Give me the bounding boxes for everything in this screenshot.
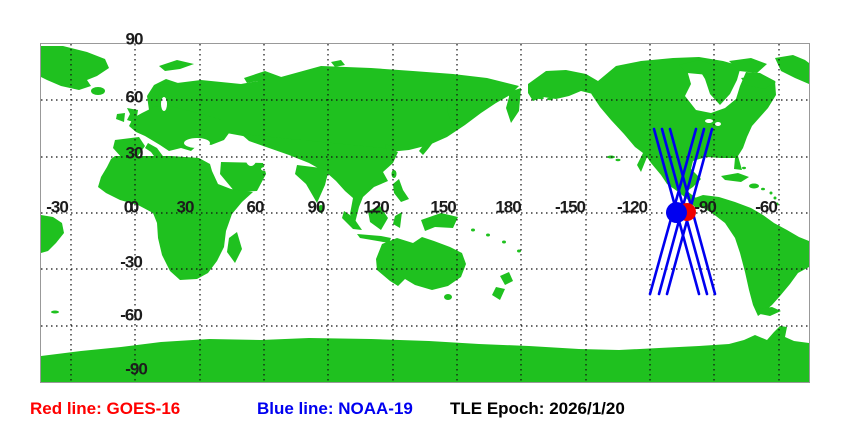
- lon-tick-label: 90: [307, 197, 326, 217]
- land-china-southeast-asia: [241, 134, 398, 223]
- lat-tick-label: 60: [125, 87, 144, 107]
- land-australia: [376, 237, 466, 290]
- land-antarctica: [41, 326, 809, 382]
- legend-red-value: GOES-16: [106, 399, 181, 418]
- land-india: [295, 165, 329, 203]
- land-iberia: [113, 137, 145, 158]
- sea-persian-gulf: [261, 167, 269, 171]
- land-arabia: [220, 162, 266, 192]
- NOAA-19-marker: [665, 201, 687, 223]
- land-kamchatka: [506, 88, 521, 123]
- land-brazil-east-wrap: [41, 215, 64, 253]
- land-antilles: [775, 202, 779, 206]
- land-south-america: [689, 195, 809, 316]
- lon-tick-label: -120: [616, 197, 648, 217]
- land-hispaniola: [749, 183, 759, 189]
- lat-tick-label: 30: [125, 143, 144, 163]
- land-ireland: [116, 113, 125, 122]
- legend-red-line: Red line: GOES-16: [30, 399, 180, 419]
- sea-great-lakes: [705, 119, 713, 123]
- land-antilles: [769, 191, 773, 195]
- legend-blue-label: Blue line:: [257, 399, 334, 418]
- land-pacific-island: [471, 228, 475, 232]
- land-arctic-island: [679, 60, 717, 75]
- land-taiwan: [391, 170, 397, 178]
- land-tierra-del-fuego: [758, 307, 781, 316]
- land-sri-lanka: [318, 205, 324, 213]
- land-arctic-island: [729, 58, 767, 73]
- land-siberia: [158, 66, 519, 153]
- land-greenland-east: [41, 46, 109, 90]
- land-puerto-rico: [761, 187, 765, 191]
- land-south-georgia: [51, 310, 59, 314]
- lat-tick-label: 0: [129, 197, 140, 217]
- sea-baltic: [161, 97, 167, 111]
- land-antilles: [773, 196, 777, 200]
- legend-blue-line: Blue line: NOAA-19: [257, 399, 413, 419]
- land-philippines: [393, 179, 409, 202]
- sea-shapes: [161, 97, 721, 171]
- land-svalbard: [159, 60, 194, 71]
- sea-caspian: [245, 146, 257, 166]
- lon-tick-label: 30: [176, 197, 195, 217]
- land-greenland-west: [775, 55, 809, 84]
- land-arctic-island: [741, 75, 776, 89]
- land-japan: [419, 121, 447, 155]
- lat-tick-label: 90: [125, 29, 144, 49]
- sea-black-sea: [184, 138, 210, 148]
- land-pacific-island: [517, 249, 521, 253]
- lon-tick-label: 150: [430, 197, 456, 217]
- legend-red-label: Red line:: [30, 399, 102, 418]
- land-sulawesi: [393, 212, 402, 228]
- legend-blue-value: NOAA-19: [338, 399, 413, 418]
- legend-tle-epoch: TLE Epoch: 2026/1/20: [450, 399, 625, 419]
- lon-tick-label: 180: [495, 197, 521, 217]
- land-new-zealand-south: [492, 287, 505, 300]
- land-pacific-island: [502, 240, 506, 244]
- lon-tick-label: -30: [46, 197, 69, 217]
- lon-tick-label: -60: [755, 197, 778, 217]
- land-alaska: [528, 70, 601, 101]
- grid-lines: [41, 44, 809, 382]
- world-map-svg: [41, 44, 809, 382]
- land-sakhalin: [447, 95, 457, 125]
- lat-tick-label: -60: [120, 305, 143, 325]
- legend-epoch-value: 2026/1/20: [549, 399, 625, 418]
- land-sumatra: [342, 211, 362, 230]
- lon-tick-label: 0: [123, 197, 134, 217]
- land-bahamas: [742, 166, 746, 170]
- sea-great-lakes: [715, 122, 721, 126]
- land-korea: [385, 144, 397, 159]
- lon-tick-label: -150: [554, 197, 586, 217]
- land-new-zealand-north: [500, 272, 513, 285]
- land-java: [357, 234, 391, 243]
- land-iceland: [91, 87, 105, 95]
- land-hawaii: [615, 158, 621, 162]
- legend-epoch-label: TLE Epoch:: [450, 399, 545, 418]
- land-madagascar: [227, 232, 242, 263]
- lat-tick-label: -90: [125, 359, 148, 379]
- land-severnaya-zemlya: [331, 60, 345, 67]
- land-new-guinea: [421, 213, 458, 231]
- land-cuba: [721, 173, 749, 182]
- land-africa: [98, 156, 253, 280]
- land-tasmania: [444, 294, 452, 300]
- land-shapes: [41, 46, 809, 382]
- lon-tick-label: -90: [694, 197, 717, 217]
- lat-tick-label: -30: [120, 252, 143, 272]
- legend: Red line: GOES-16 Blue line: NOAA-19 TLE…: [0, 392, 850, 425]
- land-borneo: [368, 206, 388, 230]
- land-pacific-island: [486, 233, 490, 237]
- land-north-america: [587, 57, 776, 209]
- lon-tick-label: 60: [246, 197, 265, 217]
- lon-tick-label: 120: [363, 197, 389, 217]
